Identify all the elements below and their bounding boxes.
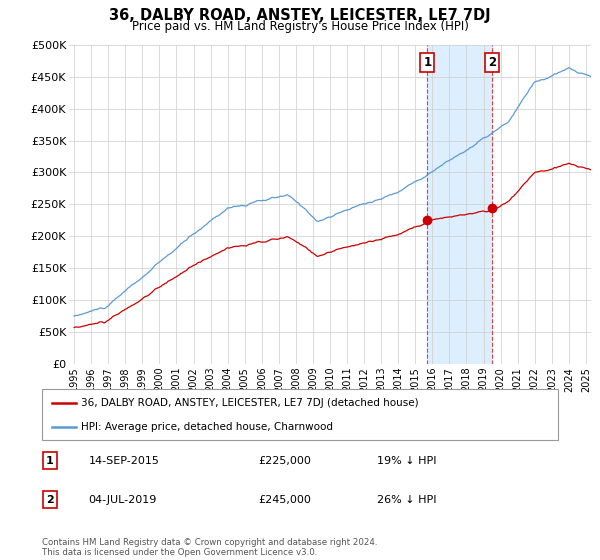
Text: HPI: Average price, detached house, Charnwood: HPI: Average price, detached house, Char… <box>80 422 332 432</box>
Text: £225,000: £225,000 <box>259 456 311 465</box>
Text: 19% ↓ HPI: 19% ↓ HPI <box>377 456 437 465</box>
Text: 26% ↓ HPI: 26% ↓ HPI <box>377 495 437 505</box>
Text: Contains HM Land Registry data © Crown copyright and database right 2024.
This d: Contains HM Land Registry data © Crown c… <box>42 538 377 557</box>
Text: 04-JUL-2019: 04-JUL-2019 <box>88 495 157 505</box>
Text: 14-SEP-2015: 14-SEP-2015 <box>88 456 160 465</box>
Text: 36, DALBY ROAD, ANSTEY, LEICESTER, LE7 7DJ (detached house): 36, DALBY ROAD, ANSTEY, LEICESTER, LE7 7… <box>80 398 418 408</box>
Text: 36, DALBY ROAD, ANSTEY, LEICESTER, LE7 7DJ: 36, DALBY ROAD, ANSTEY, LEICESTER, LE7 7… <box>109 8 491 24</box>
Text: 1: 1 <box>424 56 431 69</box>
Text: 2: 2 <box>46 495 53 505</box>
Text: £245,000: £245,000 <box>259 495 311 505</box>
Text: 2: 2 <box>488 56 496 69</box>
Text: Price paid vs. HM Land Registry's House Price Index (HPI): Price paid vs. HM Land Registry's House … <box>131 20 469 32</box>
Text: 1: 1 <box>46 456 53 465</box>
Bar <box>427 45 492 364</box>
